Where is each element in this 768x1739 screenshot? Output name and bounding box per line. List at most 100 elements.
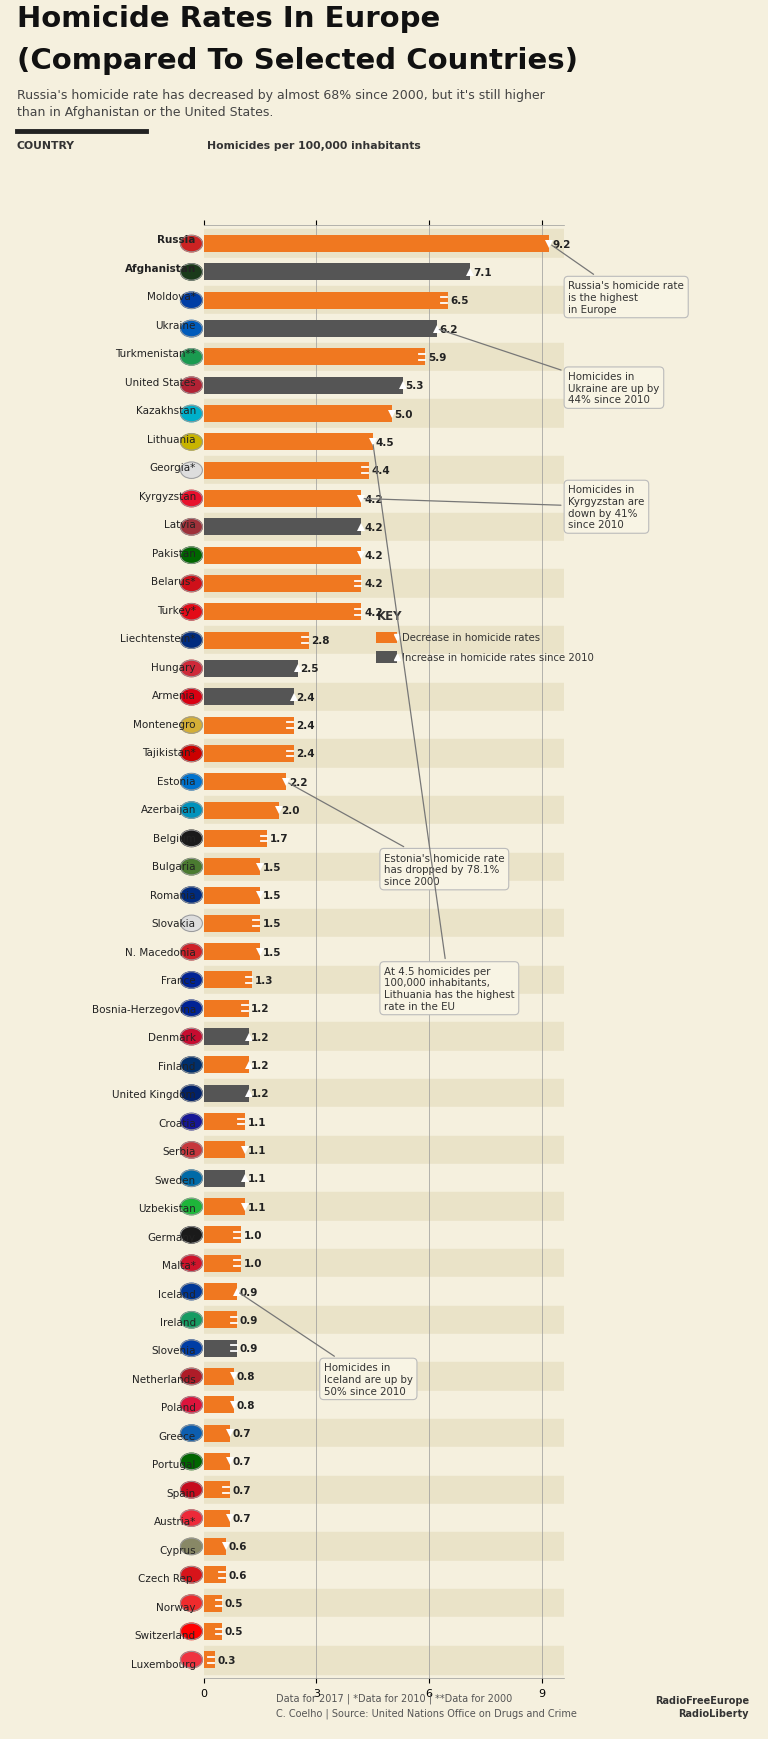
Text: Slovakia: Slovakia [152,918,196,929]
Text: N. Macedonia: N. Macedonia [125,948,196,956]
Bar [204,1226,241,1243]
Bar [204,1311,237,1329]
Bar [0,626,768,656]
Bar [204,1113,245,1130]
Circle shape [180,490,203,508]
Circle shape [180,1283,203,1301]
Text: 0.5: 0.5 [225,1598,243,1609]
Text: Latvia: Latvia [164,520,196,530]
Text: 4.2: 4.2 [364,607,382,617]
Text: Decrease in homicide rates: Decrease in homicide rates [402,633,540,643]
Bar [204,603,362,621]
Text: United Kingdom: United Kingdom [112,1089,196,1099]
Bar [204,1170,245,1188]
Bar [204,377,402,395]
Text: Finland: Finland [158,1061,196,1071]
Bar [204,915,260,932]
Bar [204,1256,241,1271]
Bar [204,831,267,847]
Bar [0,513,768,541]
Text: Greece: Greece [159,1431,196,1442]
Text: Cyprus: Cyprus [159,1544,196,1555]
Text: 0.7: 0.7 [233,1457,251,1466]
Text: Moldova*: Moldova* [147,292,196,303]
Bar [204,1369,233,1386]
Circle shape [180,603,203,621]
Bar [204,1198,245,1216]
Circle shape [180,1622,203,1640]
Circle shape [180,689,203,706]
Bar [0,1050,768,1080]
Text: Sweden: Sweden [154,1176,196,1184]
Bar [0,541,768,570]
Text: 0.7: 0.7 [233,1485,251,1496]
Bar [0,1617,768,1645]
Bar [0,1023,768,1050]
Text: 0.6: 0.6 [229,1570,247,1579]
Bar [376,652,397,663]
Text: 4.4: 4.4 [372,466,390,476]
Circle shape [180,1000,203,1017]
Text: Russia's homicide rate
is the highest
in Europe: Russia's homicide rate is the highest in… [551,245,684,315]
Bar [0,1504,768,1532]
Text: 0.8: 0.8 [237,1372,255,1383]
Text: Belgium: Belgium [153,833,196,843]
Circle shape [180,520,203,536]
Circle shape [180,972,203,988]
Circle shape [180,1567,203,1582]
Text: 5.9: 5.9 [428,353,446,363]
Text: C. Coelho | Source: United Nations Office on Drugs and Crime: C. Coelho | Source: United Nations Offic… [276,1708,578,1718]
Text: 1.7: 1.7 [270,835,289,843]
Bar [204,746,294,762]
Text: Uzbekistan: Uzbekistan [138,1203,196,1214]
Circle shape [180,576,203,593]
Bar [0,598,768,626]
Bar [0,796,768,824]
Bar [0,854,768,882]
Text: 0.6: 0.6 [229,1541,247,1551]
Circle shape [180,633,203,649]
Circle shape [180,1057,203,1073]
Text: Estonia's homicide rate
has dropped by 78.1%
since 2000: Estonia's homicide rate has dropped by 7… [289,784,505,887]
Text: 1.1: 1.1 [247,1202,266,1212]
Circle shape [180,916,203,932]
Text: 1.1: 1.1 [247,1116,266,1127]
Circle shape [180,1198,203,1216]
Bar [204,435,372,450]
Bar [0,400,768,428]
Text: Georgia*: Georgia* [150,463,196,473]
Bar [204,264,471,282]
Bar [0,1391,768,1419]
Circle shape [180,1652,203,1668]
Circle shape [180,1029,203,1045]
Bar [204,548,362,565]
Text: Homicides in
Iceland are up by
50% since 2010: Homicides in Iceland are up by 50% since… [240,1294,413,1396]
Text: Data for 2017 | *Data for 2010 | **Data for 2000: Data for 2017 | *Data for 2010 | **Data … [276,1692,513,1702]
Bar [204,1424,230,1442]
Circle shape [180,548,203,563]
Bar [0,1306,768,1334]
Text: 4.5: 4.5 [376,438,394,447]
Bar [204,774,286,791]
Bar [0,995,768,1023]
Circle shape [180,1539,203,1555]
Text: Croatia: Croatia [158,1118,196,1129]
Bar [0,457,768,485]
Bar [0,1589,768,1617]
Circle shape [180,1170,203,1186]
Text: 1.2: 1.2 [251,1089,270,1099]
Text: 2.5: 2.5 [300,664,319,675]
Text: 1.0: 1.0 [243,1229,262,1240]
Circle shape [180,1424,203,1442]
Text: Ireland: Ireland [160,1316,196,1327]
Text: 1.2: 1.2 [251,1003,270,1014]
Text: Malta*: Malta* [162,1261,196,1269]
Bar [204,1537,226,1555]
Text: 2.4: 2.4 [296,720,315,730]
Bar [0,230,768,259]
Bar [204,1509,230,1527]
Text: 0.8: 0.8 [237,1400,255,1410]
Text: (Compared To Selected Countries): (Compared To Selected Countries) [17,47,578,75]
Text: Bosnia-Herzegovina: Bosnia-Herzegovina [91,1003,196,1014]
Text: Belarus*: Belarus* [151,577,196,588]
